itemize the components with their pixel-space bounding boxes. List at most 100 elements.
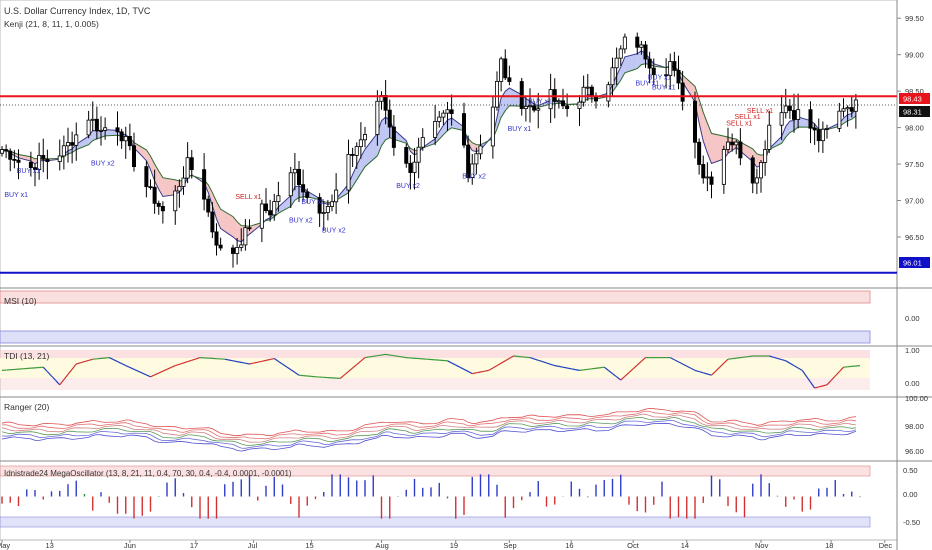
ranger-band-line-1 xyxy=(1,410,856,440)
ma-cloud-segment xyxy=(798,116,811,128)
bull-candle xyxy=(321,212,326,214)
bull-candle xyxy=(243,227,248,246)
ma-cloud-segment xyxy=(294,186,299,201)
kenji-indicator-label: Kenji (21, 8, 11, 1, 0.005) xyxy=(4,19,99,29)
tdi-line-segment xyxy=(822,384,828,387)
signal-label-15: SELL x1 xyxy=(735,114,761,121)
tdi-line-segment xyxy=(113,359,118,363)
ranger-band-line-0 xyxy=(1,407,856,437)
bear-candle xyxy=(301,184,306,193)
date-tick-label: 18 xyxy=(825,541,833,550)
tdi-line-segment xyxy=(603,366,609,371)
bull-candle xyxy=(841,108,846,112)
bull-candle xyxy=(845,107,850,110)
osc-lower-band xyxy=(0,516,871,528)
ma-cloud-segment xyxy=(847,113,852,121)
tdi-line-segment xyxy=(624,372,630,377)
bear-candle xyxy=(404,147,409,164)
bull-candle xyxy=(783,105,788,114)
bear-candle xyxy=(849,107,854,112)
bear-candle xyxy=(449,109,454,115)
ma-cloud-segment xyxy=(278,195,291,214)
bear-candle xyxy=(461,113,466,146)
bear-candle xyxy=(750,157,755,184)
fast-moving-average-line xyxy=(1,50,857,243)
ma-cloud-segment xyxy=(154,164,159,190)
tdi-line-segment xyxy=(636,360,642,366)
tdi-line-segment xyxy=(381,353,386,356)
tdi-line-segment xyxy=(591,367,597,370)
bear-candle xyxy=(680,82,685,102)
tdi-line-segment xyxy=(455,364,461,368)
bear-candle xyxy=(119,131,124,142)
bear-candle xyxy=(647,58,652,69)
price-tick-label: 96.50 xyxy=(905,233,924,242)
date-tick-label: 15 xyxy=(305,541,313,550)
bear-candle xyxy=(210,211,215,233)
tdi-line-segment xyxy=(183,361,188,364)
ma-cloud-segment xyxy=(637,50,642,69)
bull-candle xyxy=(536,108,541,111)
tdi-line-segment xyxy=(467,370,473,375)
tdi-line-segment xyxy=(377,354,382,357)
bear-candle xyxy=(812,127,817,131)
bear-candle xyxy=(305,191,310,198)
bull-candle xyxy=(734,141,739,146)
ma-cloud-segment xyxy=(237,221,242,242)
ma-cloud-segment xyxy=(740,142,753,162)
tdi-line-segment xyxy=(703,372,708,375)
ma-cloud-segment xyxy=(447,117,452,131)
tdi-line-segment xyxy=(402,356,407,359)
tdi-line-segment xyxy=(108,357,114,361)
tdi-line-segment xyxy=(583,368,588,371)
ma-cloud-segment xyxy=(789,120,794,133)
bull-candle xyxy=(177,185,182,192)
last-price-label: 98.31 xyxy=(903,108,922,117)
bear-candle xyxy=(701,164,706,179)
ma-cloud-segment xyxy=(233,216,238,241)
tdi-line-segment xyxy=(686,365,692,369)
bull-candle xyxy=(754,177,759,184)
ma-cloud-segment xyxy=(472,142,477,152)
tdi-line-segment xyxy=(253,361,258,364)
bull-candle xyxy=(721,149,726,185)
tdi-line-segment xyxy=(125,365,131,369)
tdi-lower-band xyxy=(0,378,870,390)
tdi-line-segment xyxy=(550,363,555,367)
bull-candle xyxy=(499,58,504,82)
bear-candle xyxy=(230,247,235,254)
signal-label-16: SELL x1 xyxy=(747,108,773,115)
tdi-line-segment xyxy=(793,365,799,369)
tdi-line-segment xyxy=(707,373,712,376)
tdi-line-segment xyxy=(562,366,568,369)
signal-label-12: BUY x1 xyxy=(648,74,672,81)
price-tick-label: 97.00 xyxy=(905,197,924,206)
tdi-line-segment xyxy=(121,363,127,367)
bull-candle xyxy=(825,127,830,130)
tdi-line-segment xyxy=(356,360,362,365)
signal-label-0: BUY x1 xyxy=(4,192,28,199)
tdi-line-segment xyxy=(232,360,238,363)
tdi-line-segment xyxy=(711,370,717,376)
bear-candle xyxy=(635,36,640,48)
ma-cloud-segment xyxy=(212,192,217,219)
tdi-line-segment xyxy=(129,366,135,370)
ma-cloud-segment xyxy=(732,138,737,151)
bull-candle xyxy=(639,44,644,48)
tdi-line-segment xyxy=(504,357,510,362)
osc-tick-label: 0.50 xyxy=(903,466,918,475)
ma-cloud-segment xyxy=(435,131,440,144)
bear-candle xyxy=(519,81,524,109)
date-tick-label: Jun xyxy=(124,541,136,550)
bear-candle xyxy=(787,105,792,111)
tdi-line-segment xyxy=(195,357,201,360)
bull-candle xyxy=(490,106,495,147)
bull-candle xyxy=(412,161,417,173)
bull-candle xyxy=(358,139,363,148)
tdi-line-segment xyxy=(773,356,778,359)
tdi-line-segment xyxy=(117,361,122,365)
ranger-tick-label: 98.00 xyxy=(905,422,924,431)
bear-candle xyxy=(466,144,471,178)
